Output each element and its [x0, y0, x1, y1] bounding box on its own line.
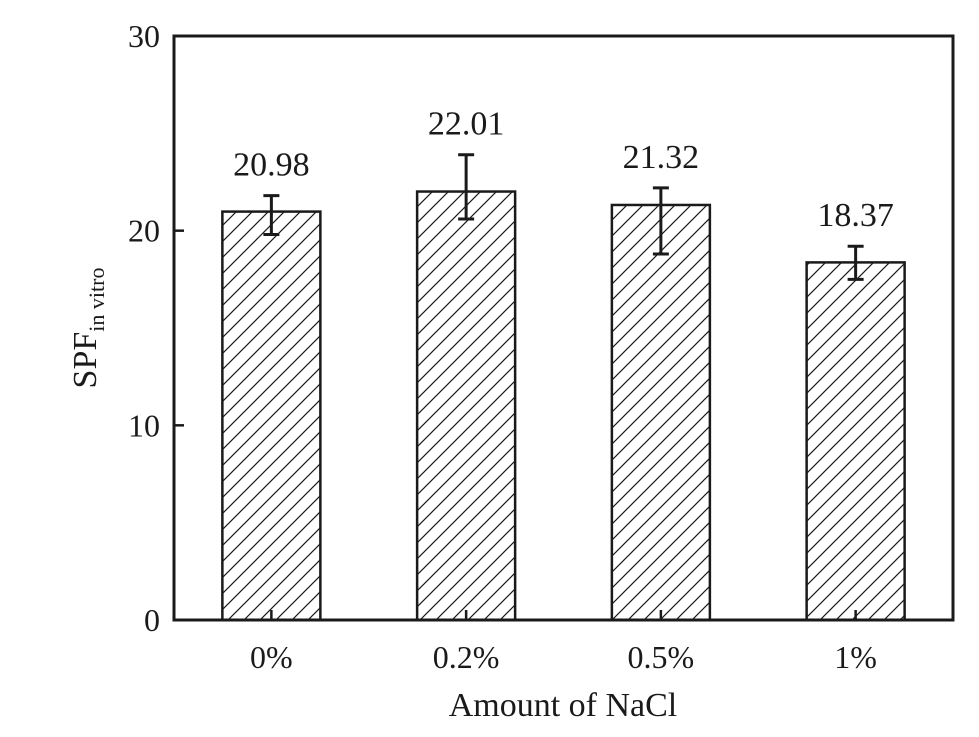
- error-bar-2: [652, 186, 669, 256]
- plot-frame: [172, 34, 955, 622]
- y-tick-label-3: 30: [128, 18, 160, 54]
- value-label-3: 18.37: [817, 197, 894, 234]
- y-axis-ticks: 0 10 20 30: [128, 18, 184, 638]
- y-tick-label-1: 10: [128, 407, 160, 443]
- x-axis-ticks: 0% 0.2% 0.5% 1%: [250, 610, 877, 675]
- y-tick-label-0: 0: [144, 602, 160, 638]
- value-labels-group: 20.98 22.01 21.32 18.37: [233, 106, 894, 234]
- error-bar-1: [458, 153, 475, 221]
- x-tick-label-3: 1%: [834, 639, 877, 675]
- value-label-0: 20.98: [233, 147, 310, 184]
- x-tick-label-1: 0.2%: [433, 639, 500, 675]
- y-axis-label-subscript: in vitro: [84, 268, 109, 332]
- y-axis-label: SPFin vitro: [67, 268, 109, 389]
- x-tick-label-2: 0.5%: [628, 639, 695, 675]
- x-tick-label-0: 0%: [250, 639, 293, 675]
- error-bar-0: [263, 194, 280, 237]
- y-tick-label-2: 20: [128, 213, 160, 249]
- bar-1: [415, 190, 517, 622]
- bar-3: [805, 261, 906, 622]
- error-bars-group: [263, 153, 864, 281]
- value-label-1: 22.01: [428, 106, 505, 143]
- error-bar-3: [847, 244, 864, 281]
- value-label-2: 21.32: [623, 139, 700, 176]
- x-axis-label: Amount of NaCl: [449, 687, 678, 724]
- bar-0: [221, 210, 322, 622]
- y-axis-label-main: SPF: [67, 332, 104, 389]
- bar-2: [610, 203, 712, 622]
- bars-group: [221, 190, 906, 622]
